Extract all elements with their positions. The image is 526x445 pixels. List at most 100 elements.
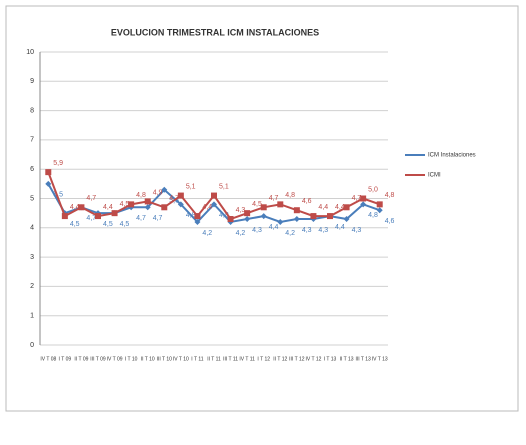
- data-label: 5,0: [368, 186, 378, 193]
- x-tick-label: III T 12: [289, 356, 305, 362]
- marker: [277, 218, 284, 225]
- x-tick-label: II T 11: [207, 356, 221, 362]
- data-label: 4,8: [219, 212, 229, 219]
- data-label: 5,9: [53, 160, 63, 167]
- marker: [376, 207, 383, 214]
- marker: [227, 216, 234, 223]
- marker: [177, 201, 184, 208]
- chart-title: EVOLUCION TRIMESTRAL ICM INSTALACIONES: [111, 27, 319, 37]
- marker: [343, 216, 350, 223]
- data-label: 4,4: [269, 224, 279, 231]
- data-label: 4,4: [70, 204, 80, 211]
- data-label: 4,7: [86, 195, 96, 202]
- y-tick-label: 7: [30, 137, 34, 144]
- data-label: 4,5: [120, 201, 130, 208]
- data-label: 4,5: [120, 221, 130, 228]
- y-tick-label: 5: [30, 195, 34, 202]
- y-tick-label: 0: [30, 342, 34, 349]
- marker: [78, 204, 85, 211]
- data-label: 4,5: [103, 221, 113, 228]
- data-label: 4,7: [86, 215, 96, 222]
- marker: [61, 213, 68, 220]
- data-label: 4,3: [252, 227, 262, 234]
- data-label: 4,8: [285, 192, 295, 199]
- data-label: 4,7: [269, 195, 279, 202]
- data-label: 4,5: [252, 201, 262, 208]
- data-label: 4,4: [335, 204, 345, 211]
- data-label: 4,4: [318, 204, 328, 211]
- marker: [45, 180, 52, 187]
- legend-label: ICMI: [428, 173, 441, 179]
- data-label: 4,8: [136, 192, 146, 199]
- x-tick-label: II T 13: [340, 356, 354, 362]
- marker: [111, 210, 118, 217]
- x-tick-label: III T 13: [355, 356, 371, 362]
- data-label: 4,6: [302, 198, 312, 205]
- y-tick-label: 10: [26, 49, 34, 56]
- marker: [327, 213, 333, 220]
- data-label: 4,3: [236, 207, 246, 214]
- marker: [161, 186, 168, 193]
- marker: [277, 201, 284, 208]
- y-tick-label: 3: [30, 254, 34, 261]
- data-label: 4,3: [302, 227, 312, 234]
- marker: [144, 198, 151, 205]
- data-label: 4,7: [136, 215, 146, 222]
- marker: [177, 192, 184, 199]
- x-tick-label: IV T 08: [40, 356, 56, 362]
- data-label: 4,4: [335, 224, 345, 231]
- marker: [293, 207, 300, 214]
- x-tick-label: I T 12: [257, 356, 270, 362]
- y-tick-label: 6: [30, 166, 34, 173]
- x-tick-label: IV T 13: [372, 356, 388, 362]
- data-label: 4,2: [285, 230, 295, 237]
- x-tick-label: I T 09: [59, 356, 72, 362]
- data-label: 4,8: [186, 212, 196, 219]
- legend-label: ICM Instalaciones: [428, 153, 476, 159]
- x-tick-label: IV T 09: [107, 356, 123, 362]
- data-label: 5,1: [186, 183, 196, 190]
- marker: [343, 204, 350, 211]
- marker: [260, 213, 267, 220]
- data-label: 4,7: [352, 195, 362, 202]
- data-label: 4,8: [385, 192, 395, 199]
- marker: [260, 204, 267, 211]
- data-label: 4,9: [153, 189, 163, 196]
- data-label: 5,5: [53, 192, 63, 199]
- x-tick-label: I T 13: [324, 356, 337, 362]
- marker: [360, 195, 367, 202]
- marker: [244, 210, 251, 217]
- marker: [161, 204, 168, 211]
- x-tick-label: IV T 11: [239, 356, 255, 362]
- data-label: 5,1: [219, 183, 229, 190]
- data-label: 4,2: [236, 230, 246, 237]
- marker: [360, 201, 367, 208]
- marker: [244, 216, 251, 223]
- marker: [211, 201, 217, 208]
- x-tick-label: II T 09: [74, 356, 88, 362]
- x-tick-label: II T 10: [141, 356, 155, 362]
- marker: [293, 216, 300, 223]
- data-label: 4,5: [70, 221, 80, 228]
- y-tick-label: 1: [30, 313, 34, 320]
- y-tick-label: 9: [30, 78, 34, 85]
- marker: [194, 218, 201, 225]
- x-tick-label: II T 12: [273, 356, 287, 362]
- marker: [211, 192, 217, 199]
- y-tick-label: 8: [30, 107, 34, 114]
- y-tick-label: 2: [30, 283, 34, 290]
- marker: [45, 169, 52, 176]
- data-label: 4,3: [352, 227, 362, 234]
- marker: [310, 213, 317, 220]
- marker: [144, 204, 151, 211]
- data-label: 4,3: [318, 227, 328, 234]
- data-label: 4,7: [169, 195, 179, 202]
- x-tick-label: IV T 12: [305, 356, 321, 362]
- x-tick-label: I T 11: [191, 356, 203, 362]
- marker: [194, 213, 201, 220]
- data-label: 4,4: [103, 204, 113, 211]
- marker: [128, 201, 135, 208]
- marker: [95, 213, 101, 220]
- data-label: 4,6: [385, 218, 395, 225]
